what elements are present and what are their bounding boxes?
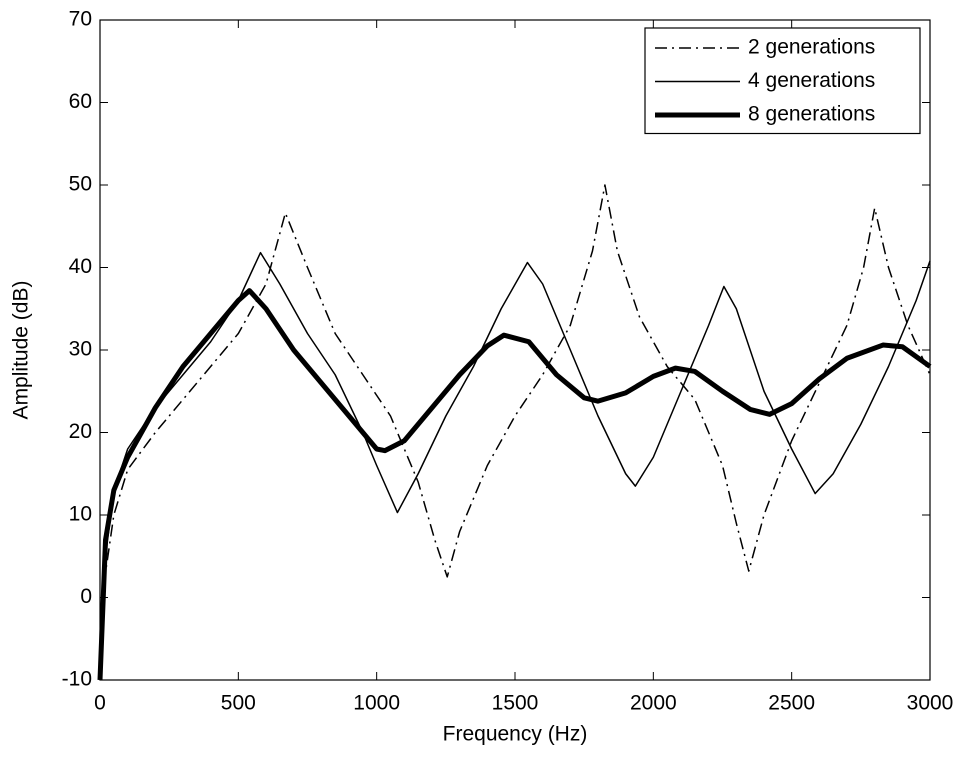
y-tick-label: 60 (69, 90, 92, 113)
x-tick-label: 3000 (907, 692, 954, 715)
x-tick-label: 2500 (768, 692, 815, 715)
series-line (99, 184, 931, 681)
x-tick-label: 0 (94, 692, 106, 715)
x-tick-label: 2000 (630, 692, 677, 715)
x-tick-label: 1500 (492, 692, 539, 715)
y-tick-label: 70 (69, 8, 92, 31)
y-tick-label: 20 (69, 420, 92, 443)
x-axis-label: Frequency (Hz) (443, 723, 588, 746)
y-tick-label: 0 (80, 585, 92, 608)
x-tick-label: 1000 (353, 692, 400, 715)
y-axis-label: Amplitude (dB) (10, 281, 33, 420)
y-tick-label: -10 (62, 668, 92, 691)
legend-label: 8 generations (748, 103, 875, 126)
y-tick-label: 50 (69, 173, 92, 196)
series-line (97, 288, 932, 681)
legend-label: 2 generations (748, 36, 875, 59)
x-tick-label: 500 (221, 692, 256, 715)
series-line (99, 251, 931, 681)
y-tick-label: 10 (69, 503, 92, 526)
legend-label: 4 generations (748, 69, 875, 92)
y-tick-label: 30 (69, 338, 92, 361)
y-tick-label: 40 (69, 255, 92, 278)
